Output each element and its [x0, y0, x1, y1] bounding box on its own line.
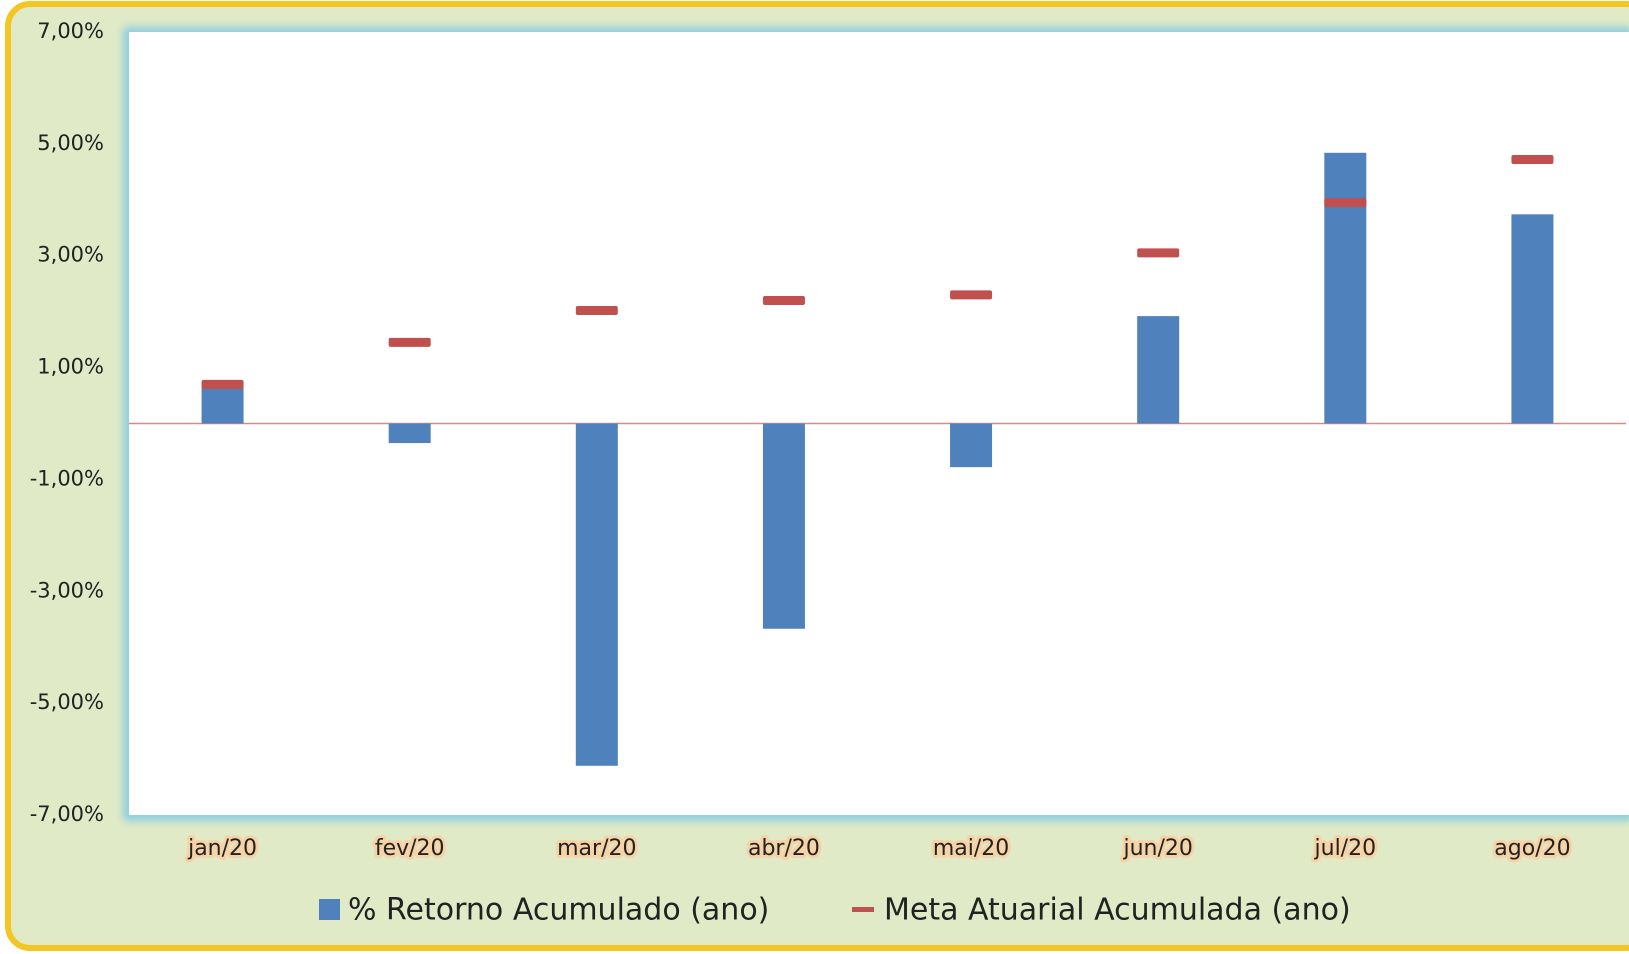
- target-marker: [950, 290, 993, 300]
- y-tick-label: -1,00%: [30, 466, 104, 490]
- legend-label: Meta Atuarial Acumulada (ano): [884, 893, 1351, 928]
- bar: [950, 423, 993, 468]
- x-tick-label: mar/20: [557, 836, 636, 861]
- target-marker: [1137, 248, 1180, 258]
- bar: [1324, 152, 1367, 424]
- x-tick-label: jul/20: [1314, 836, 1377, 861]
- y-tick-label: -5,00%: [30, 690, 104, 714]
- target-marker: [575, 306, 618, 316]
- bar: [762, 423, 805, 629]
- target-marker: [762, 295, 805, 305]
- y-tick-label: 1,00%: [37, 355, 104, 379]
- bar: [388, 423, 431, 444]
- x-tick-label: abr/20: [748, 836, 820, 861]
- x-tick-label: ago/20: [1494, 836, 1570, 861]
- x-tick-label: jun/20: [1122, 836, 1192, 861]
- bar: [575, 423, 618, 766]
- legend-label: % Retorno Acumulado (ano): [348, 893, 769, 928]
- x-tick-label: mai/20: [933, 836, 1009, 861]
- bar: [1137, 316, 1180, 424]
- target-marker: [1511, 155, 1554, 165]
- target-marker: [1324, 198, 1367, 208]
- y-tick-label: 7,00%: [37, 19, 104, 43]
- target-marker: [201, 379, 244, 389]
- legend-swatch: [319, 899, 340, 920]
- legend-swatch: [852, 907, 874, 912]
- y-tick-label: -3,00%: [30, 578, 104, 602]
- y-tick-label: 5,00%: [37, 131, 104, 155]
- bar: [201, 387, 244, 424]
- y-tick-label: 3,00%: [37, 243, 104, 267]
- bar: [1511, 214, 1554, 424]
- x-tick-label: fev/20: [375, 836, 445, 861]
- target-marker: [388, 337, 431, 347]
- y-tick-label: -7,00%: [30, 802, 104, 826]
- x-tick-label: jan/20: [187, 836, 257, 861]
